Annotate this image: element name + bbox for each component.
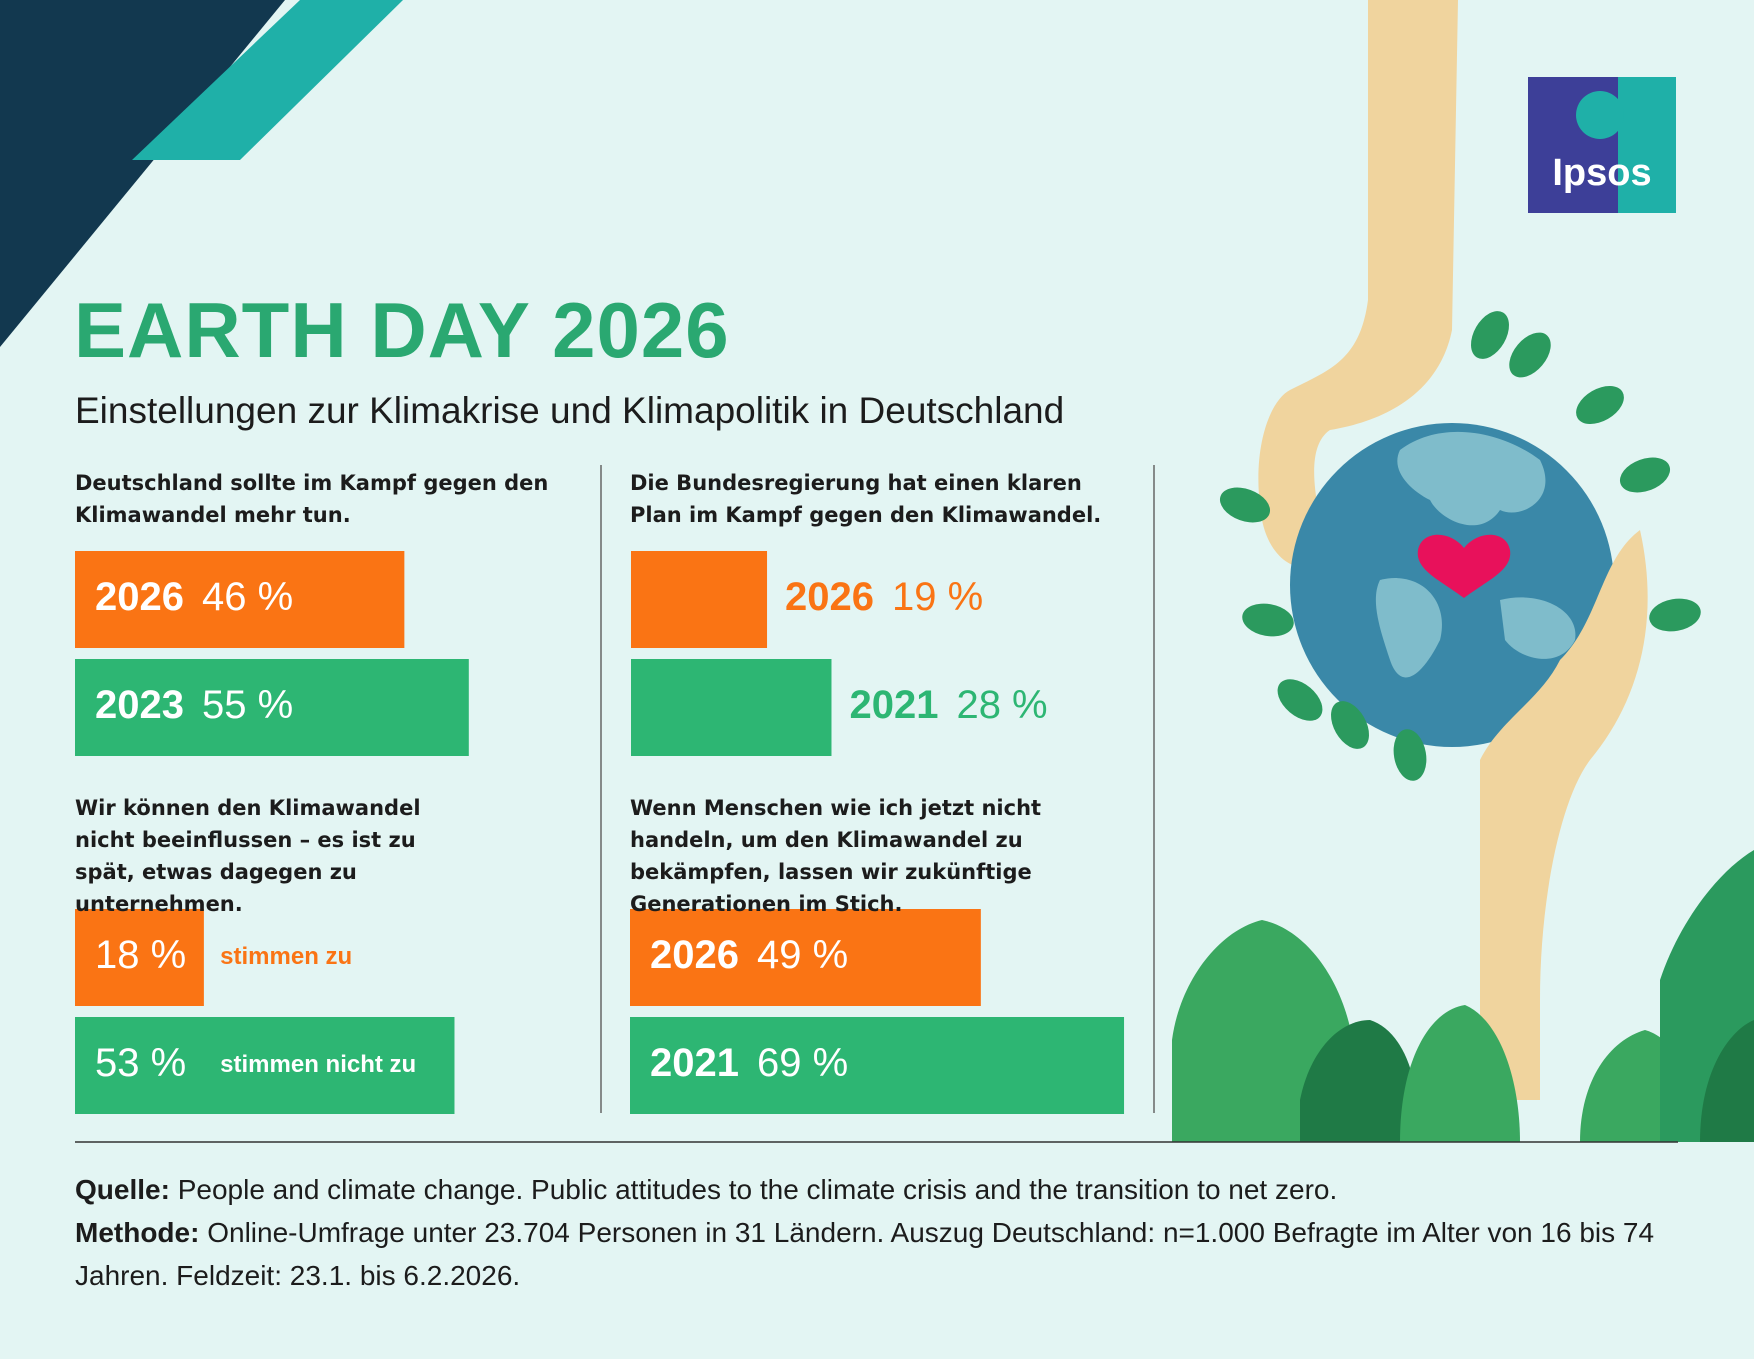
logo-text: Ipsos [1552,152,1651,194]
source-text: People and climate change. Public attitu… [177,1174,1338,1205]
category-label: 2026 [785,575,874,619]
bar [75,551,405,648]
category-label: 2023 [95,683,184,727]
bar [631,659,832,756]
source-label: Quelle: [75,1174,170,1205]
subtitle: Einstellungen zur Klimakrise und Klimapo… [75,390,1065,431]
category-label: 2021 [650,1041,739,1085]
value-label: 18 % [95,933,186,977]
value-label: 49 % [757,933,848,977]
category-label: 2026 [650,933,739,977]
footnote: Quelle: People and climate change. Publi… [75,1168,1705,1297]
question: Deutschland sollte im Kampf gegen den Kl… [75,471,549,527]
bar [631,551,768,648]
bar [630,1017,1125,1114]
question: Wenn Menschen wie ich jetzt nicht handel… [630,796,1042,916]
category-label: stimmen nicht zu [220,1051,416,1078]
category-label: stimmen zu [220,943,352,970]
source: Quelle: People and climate change. Publi… [75,1168,1705,1211]
value-label: 53 % [95,1041,186,1085]
title: EARTH DAY 2026 [74,286,730,374]
value-label: 55 % [202,683,293,727]
corner-stripe [132,0,403,160]
method-text: Online-Umfrage unter 23.704 Personen in … [75,1217,1655,1291]
category-label: 2021 [849,683,938,727]
value-label: 46 % [202,575,293,619]
bar [75,659,469,756]
value-label: 19 % [892,575,983,619]
value-label: 69 % [757,1041,848,1085]
method-label: Methode: [75,1217,200,1248]
question: Die Bundesregierung hat einen klaren Pla… [630,471,1102,527]
value-label: 28 % [956,683,1047,727]
question: Wir können den Klimawandel nicht beeinfl… [75,796,421,916]
illustration: Ipsos [1172,0,1754,1142]
bar [75,1017,455,1114]
method: Methode: Online-Umfrage unter 23.704 Per… [75,1211,1705,1297]
bar [630,909,981,1006]
category-label: 2026 [95,575,184,619]
bar [75,909,204,1006]
